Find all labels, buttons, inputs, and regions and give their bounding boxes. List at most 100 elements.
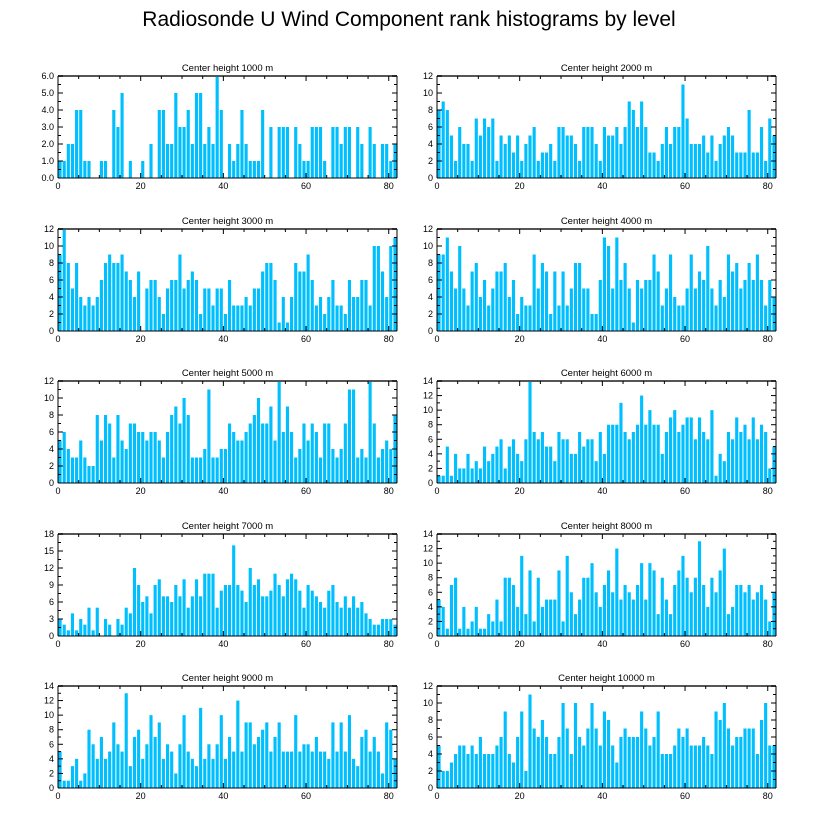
panel-7-bar bbox=[240, 590, 244, 636]
panel-7-bar bbox=[207, 573, 211, 636]
panel-2-y-tick-label: 12 bbox=[423, 71, 433, 81]
panel-9-bar bbox=[79, 780, 83, 788]
panel-2-bar bbox=[648, 152, 652, 178]
panel-4-bar bbox=[474, 263, 478, 331]
panel-8-bar bbox=[516, 606, 520, 636]
panel-2-y-tick-label: 10 bbox=[423, 88, 433, 98]
panel-2-bar bbox=[619, 144, 623, 178]
panel-2-bar bbox=[449, 135, 454, 178]
panel-5-bar bbox=[116, 415, 120, 483]
panel-4-bar bbox=[466, 305, 470, 331]
panel-9-bar bbox=[178, 744, 182, 788]
panel-6-y-tick-label: 6 bbox=[428, 434, 433, 444]
panel-6-bar bbox=[726, 432, 731, 483]
panel-4-bar bbox=[598, 280, 602, 331]
panel-1-bar bbox=[339, 144, 343, 178]
panel-4-bar bbox=[503, 263, 507, 331]
panel-6-bar bbox=[487, 461, 491, 483]
panel-4-bar bbox=[714, 305, 718, 331]
panel-10-bar bbox=[743, 728, 747, 788]
panel-8-bar bbox=[569, 592, 573, 636]
panel-9-x-tick-label: 80 bbox=[384, 791, 394, 801]
panel-6-y-tick-label: 8 bbox=[428, 420, 433, 430]
panel-3-y-tick-label: 6 bbox=[49, 275, 54, 285]
panel-4-bar bbox=[743, 280, 747, 331]
panel-6-bar bbox=[664, 432, 669, 483]
panel-4-bar bbox=[590, 314, 594, 331]
panel-2-bar bbox=[507, 135, 511, 178]
panel-10-x-tick-label: 60 bbox=[680, 791, 690, 801]
panel-10-bar bbox=[478, 737, 482, 788]
panel-8-bar bbox=[735, 585, 739, 636]
panel-3-bar bbox=[281, 297, 285, 331]
panel-5-bar bbox=[120, 440, 124, 483]
panel-9-y-tick-label: 8 bbox=[49, 725, 54, 735]
panel-1-bar bbox=[347, 127, 352, 178]
panel-3-bar bbox=[95, 297, 99, 331]
panel-1-bar bbox=[116, 127, 120, 178]
panel-1-bar bbox=[174, 93, 178, 178]
panel-9-bar bbox=[157, 722, 161, 788]
panel-10-bar bbox=[528, 694, 532, 788]
panel-9-bar bbox=[343, 751, 347, 788]
panel-10-bar bbox=[615, 762, 619, 788]
panel-6-bar bbox=[594, 461, 598, 483]
panel-3-x-tick-label: 0 bbox=[55, 334, 60, 344]
panel-10-bar bbox=[507, 754, 511, 788]
panel-7-bar bbox=[83, 624, 87, 636]
panel-7-y-tick-label: 9 bbox=[49, 580, 54, 590]
panel-4-bar bbox=[561, 271, 565, 331]
panel-1-bar bbox=[157, 110, 161, 178]
panel-6-bar bbox=[565, 439, 569, 483]
panel-10-bar bbox=[648, 745, 652, 788]
panel-2-bar bbox=[631, 110, 635, 178]
panel-5-bar bbox=[91, 466, 95, 483]
panel-5-bar bbox=[248, 423, 252, 483]
panel-7-bar bbox=[277, 585, 281, 636]
panel-3-bar bbox=[199, 314, 203, 331]
panel-10-bar bbox=[495, 745, 499, 788]
panel-9-bar bbox=[153, 737, 157, 788]
panel-8-bar bbox=[482, 628, 487, 636]
panel-6-bar bbox=[524, 439, 528, 483]
panel-9-y-tick-label: 4 bbox=[49, 754, 54, 764]
panel-8-bar bbox=[718, 570, 722, 636]
panel-8-bar bbox=[478, 628, 482, 636]
panel-2-x-tick-label: 0 bbox=[434, 181, 439, 191]
panel-6-bar bbox=[449, 475, 454, 483]
panel-3-bar bbox=[306, 254, 310, 331]
panel-7-y-tick-label: 15 bbox=[44, 546, 54, 556]
panel-1-y-tick-label: 6.0 bbox=[41, 71, 54, 81]
panel-6-bar bbox=[706, 439, 710, 483]
panel-3-x-tick-label: 40 bbox=[218, 334, 228, 344]
panel-5-bar bbox=[99, 440, 103, 483]
panel-6-bar bbox=[656, 424, 660, 483]
panel-4-bar bbox=[693, 288, 697, 331]
panel-8-title: Center height 8000 m bbox=[561, 521, 652, 532]
panel-5-bar bbox=[186, 415, 190, 483]
panel-4-bar bbox=[532, 254, 536, 331]
panel-5-title: Center height 5000 m bbox=[182, 368, 273, 379]
panel-1-y-tick-label: 5.0 bbox=[41, 88, 54, 98]
panel-4-bar bbox=[677, 305, 681, 331]
panel-2-bar bbox=[681, 84, 685, 178]
panel-5-bar bbox=[70, 457, 75, 483]
panel-5-bar bbox=[343, 423, 347, 483]
panel-6-bar bbox=[619, 402, 623, 483]
panel-5-bar bbox=[298, 449, 302, 483]
panel-10-bar bbox=[660, 754, 664, 788]
panel-4-bar bbox=[454, 288, 458, 331]
panel-4-bar bbox=[487, 305, 491, 331]
panel-7-bar bbox=[165, 596, 170, 636]
panel-6-bar bbox=[445, 446, 449, 483]
panel-3-bar bbox=[277, 322, 281, 331]
panel-10-bar bbox=[685, 728, 689, 788]
panel-10-bar bbox=[561, 703, 565, 788]
panel-3-bar bbox=[269, 263, 273, 331]
panel-8-bar bbox=[656, 614, 660, 636]
panel-3-bar bbox=[178, 254, 182, 331]
panel-2-bar bbox=[495, 161, 499, 178]
panel-5-bar bbox=[385, 440, 389, 483]
panel-10-bar bbox=[759, 720, 764, 788]
panel-1-bar bbox=[120, 93, 124, 178]
